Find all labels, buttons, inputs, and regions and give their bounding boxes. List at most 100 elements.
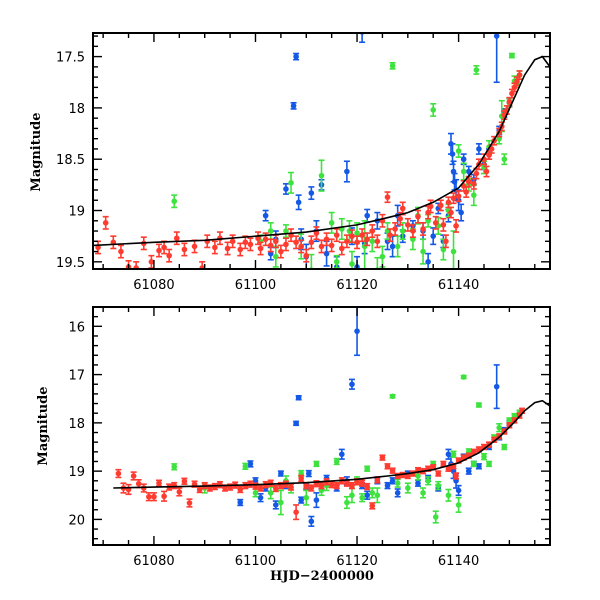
marker <box>308 485 315 491</box>
marker <box>323 236 330 243</box>
data-point-red <box>247 237 254 252</box>
data-point-red <box>181 242 188 257</box>
marker <box>349 492 355 499</box>
data-point-blue <box>295 394 302 401</box>
marker <box>273 485 279 492</box>
y-tick-label: 18 <box>68 102 85 117</box>
marker <box>389 393 396 400</box>
data-point-blue <box>465 467 472 475</box>
data-point-green <box>435 480 442 491</box>
marker <box>328 220 335 226</box>
marker <box>516 72 523 78</box>
data-point-green <box>473 65 480 75</box>
data-point-green <box>267 486 274 500</box>
data-point-red <box>364 482 371 491</box>
marker <box>359 494 365 501</box>
data-point-green <box>338 217 345 241</box>
marker <box>432 514 439 520</box>
data-point-blue <box>293 52 300 61</box>
data-point-red <box>453 472 460 480</box>
marker <box>295 394 302 401</box>
data-point-green <box>288 171 295 194</box>
y-tick-label: 20 <box>68 513 85 528</box>
top-panel-ticks <box>93 33 550 269</box>
series-red <box>95 70 523 269</box>
marker <box>328 242 335 249</box>
marker <box>511 417 518 424</box>
marker <box>217 481 223 488</box>
data-point-red <box>404 217 411 232</box>
marker <box>339 245 345 252</box>
marker <box>156 247 162 254</box>
data-point-red <box>173 231 180 246</box>
data-point-blue <box>348 378 355 390</box>
data-point-blue <box>493 33 500 84</box>
data-point-green <box>455 144 462 158</box>
data-point-red <box>420 222 427 236</box>
series-green <box>171 374 523 524</box>
data-point-green <box>277 489 284 516</box>
data-point-red <box>435 470 442 477</box>
marker <box>387 232 393 238</box>
marker <box>476 402 482 408</box>
marker <box>328 481 335 488</box>
marker <box>247 461 254 467</box>
marker <box>303 252 310 259</box>
bottom-panel-x-tick-labels: 61080 61100 61120 61140 <box>133 554 479 569</box>
marker <box>293 509 299 515</box>
data-point-green <box>450 450 457 458</box>
marker <box>181 478 188 485</box>
data-point-red <box>293 235 300 250</box>
marker <box>173 235 180 242</box>
data-point-green <box>496 423 503 433</box>
marker <box>252 490 259 496</box>
data-point-red <box>95 240 102 255</box>
marker <box>148 259 155 265</box>
data-point-green <box>313 460 320 468</box>
data-point-green <box>425 476 432 486</box>
marker <box>161 493 167 500</box>
data-point-blue <box>389 477 396 485</box>
data-point-green <box>508 52 515 59</box>
marker <box>186 500 193 506</box>
data-point-red <box>313 226 320 241</box>
marker <box>389 63 396 69</box>
marker <box>298 475 304 482</box>
marker <box>354 230 360 236</box>
x-tick-label: 61100 <box>235 554 276 569</box>
data-point-blue <box>394 488 401 498</box>
data-point-blue <box>384 481 391 490</box>
y-tick-label: 16 <box>68 320 85 335</box>
data-point-red <box>166 248 173 263</box>
data-point-red <box>440 217 447 232</box>
x-tick-label: 61120 <box>336 554 377 569</box>
bottom-panel-marks <box>113 307 550 527</box>
marker <box>506 98 513 105</box>
data-point-red <box>257 241 264 256</box>
data-point-red <box>237 485 244 494</box>
marker <box>290 103 297 109</box>
data-point-blue <box>262 209 269 222</box>
marker <box>196 486 203 493</box>
data-point-blue <box>343 160 350 183</box>
data-point-red <box>110 235 117 250</box>
data-point-red <box>216 480 223 489</box>
data-point-blue <box>308 186 315 201</box>
data-point-green <box>348 250 355 269</box>
data-point-red <box>379 454 386 461</box>
marker <box>130 473 137 479</box>
data-point-red <box>432 215 439 230</box>
data-point-green <box>303 489 310 506</box>
data-point-green <box>171 463 178 471</box>
marker <box>95 244 101 251</box>
marker <box>392 226 398 232</box>
top-panel-x-tick-labels: 61080 61100 61120 61140 <box>133 278 479 293</box>
marker <box>397 215 404 222</box>
marker <box>278 470 284 477</box>
x-tick-label: 61080 <box>133 278 174 293</box>
marker <box>298 497 304 503</box>
marker <box>257 245 264 252</box>
data-point-blue <box>338 448 345 460</box>
data-point-red <box>156 479 163 487</box>
data-point-green <box>252 488 259 498</box>
